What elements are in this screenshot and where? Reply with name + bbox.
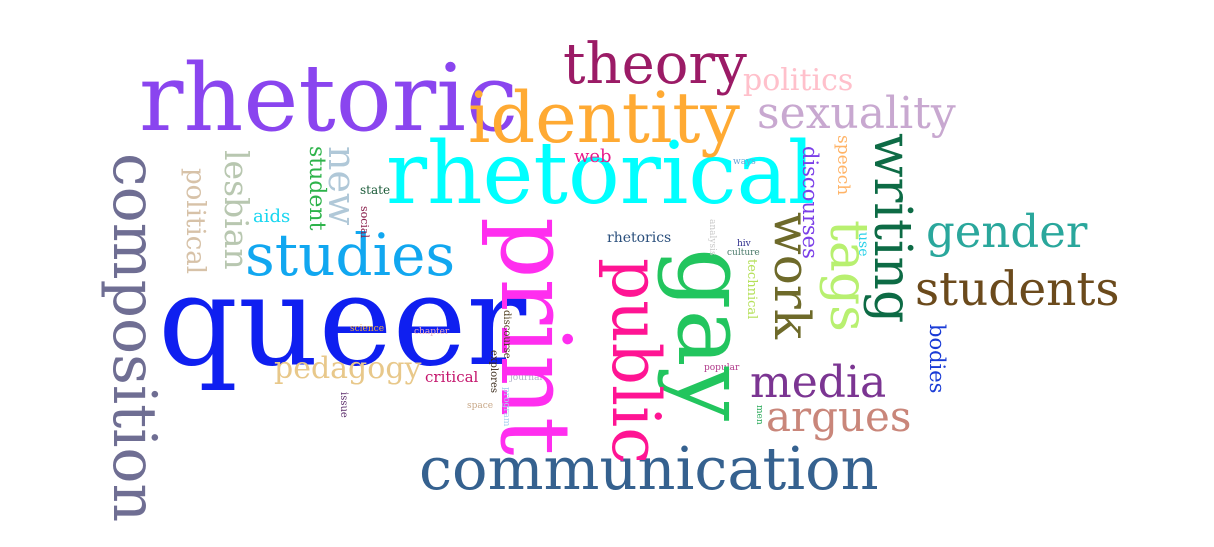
word-state: state — [360, 183, 391, 197]
word-journal: journal — [510, 373, 543, 383]
word-argues: argues — [766, 392, 912, 441]
word-men: men — [754, 405, 764, 425]
word-use: use — [855, 232, 871, 257]
word-politics: politics — [743, 63, 854, 98]
word-analysis: analysis — [707, 219, 717, 256]
word-student: student — [304, 146, 329, 231]
word-rhetorical: rhetorical — [386, 124, 816, 224]
word-lesbian: lesbian — [217, 150, 256, 270]
word-students: students — [915, 262, 1120, 317]
word-sexuality: sexuality — [757, 88, 956, 139]
word-rhetorics: rhetorics — [607, 230, 672, 246]
word-social: social — [358, 206, 371, 239]
word-bodies: bodies — [925, 324, 949, 394]
word-speech: speech — [833, 135, 853, 196]
word-chapter: chapter — [414, 327, 450, 337]
word-discourse: discourse — [501, 310, 512, 359]
word-science: science — [350, 324, 385, 334]
word-technical: technical — [744, 259, 759, 320]
word-aids: aids — [253, 206, 291, 227]
word-studies: studies — [245, 221, 456, 289]
word-space: space — [467, 401, 494, 411]
word-composition: composition — [99, 153, 169, 523]
word-explores: explores — [488, 350, 499, 394]
word-critical: critical — [425, 368, 479, 386]
word-pedagogy: pedagogy — [274, 351, 422, 386]
word-theory: theory — [563, 32, 747, 97]
word-rhetoric: rhetoric — [139, 44, 519, 152]
word-public: public — [597, 258, 674, 465]
word-program: program — [501, 387, 511, 427]
word-popular: popular — [704, 363, 740, 373]
word-hiv: hiv — [737, 239, 751, 249]
word-issue: issue — [338, 392, 349, 418]
word-political: political — [180, 168, 210, 275]
word-web: web — [574, 146, 612, 167]
word-discourses: discourses — [798, 146, 822, 259]
word-media: media — [750, 357, 887, 408]
word-culture: culture — [727, 248, 760, 258]
word-queer: queer — [158, 249, 527, 394]
word-communication: communication — [419, 434, 879, 503]
word-ways: ways — [733, 157, 756, 167]
word-gender: gender — [926, 205, 1088, 258]
word-identity: identity — [468, 77, 740, 159]
